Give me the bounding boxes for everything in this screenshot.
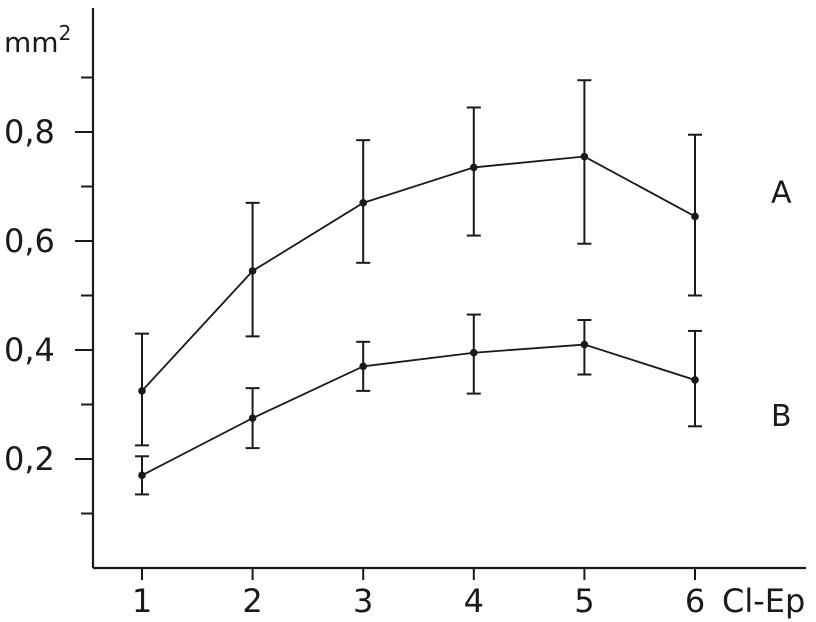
- x-tick-label: 6: [685, 582, 705, 620]
- x-axis-label: Cl-Ep: [722, 582, 805, 620]
- series-layer: AB: [135, 79, 792, 496]
- series-A: A: [135, 79, 792, 447]
- y-tick-label: 0,6: [4, 222, 55, 260]
- data-point: [691, 376, 699, 384]
- y-axis-unit-label: mm2: [4, 21, 71, 59]
- data-point: [359, 362, 368, 371]
- series-label: B: [771, 399, 792, 434]
- y-axis-unit-exponent: 2: [59, 21, 72, 45]
- x-tick-label: 4: [464, 582, 484, 620]
- data-point: [580, 340, 589, 349]
- x-tick-label: 2: [242, 582, 262, 620]
- tick-marks: [75, 76, 696, 580]
- series-label: A: [771, 175, 792, 210]
- data-point: [359, 199, 368, 207]
- data-point: [470, 348, 478, 357]
- y-tick-label: 0,4: [4, 331, 55, 369]
- axes: [91, 8, 806, 570]
- x-tick-label: 3: [353, 582, 373, 620]
- y-tick-label: 0,8: [4, 113, 55, 151]
- x-tick-label: 5: [574, 582, 594, 620]
- data-point: [248, 414, 257, 422]
- data-point: [470, 163, 478, 172]
- data-point: [138, 471, 146, 480]
- y-axis-unit-base: mm: [4, 26, 59, 59]
- error-bar: [577, 79, 592, 245]
- error-bar: [466, 106, 481, 237]
- tick-labels: 0,2 0,4 0,6 0,8 1 2 3 4 5 6: [4, 113, 705, 620]
- series-line: [141, 343, 696, 477]
- series-B: B: [135, 313, 792, 496]
- y-tick-label: 0,2: [4, 440, 55, 478]
- series-line: [141, 155, 696, 392]
- data-point: [138, 387, 146, 395]
- x-tick-label: 1: [132, 582, 152, 620]
- data-point: [580, 152, 589, 161]
- data-point: [691, 212, 699, 221]
- data-point: [248, 267, 257, 275]
